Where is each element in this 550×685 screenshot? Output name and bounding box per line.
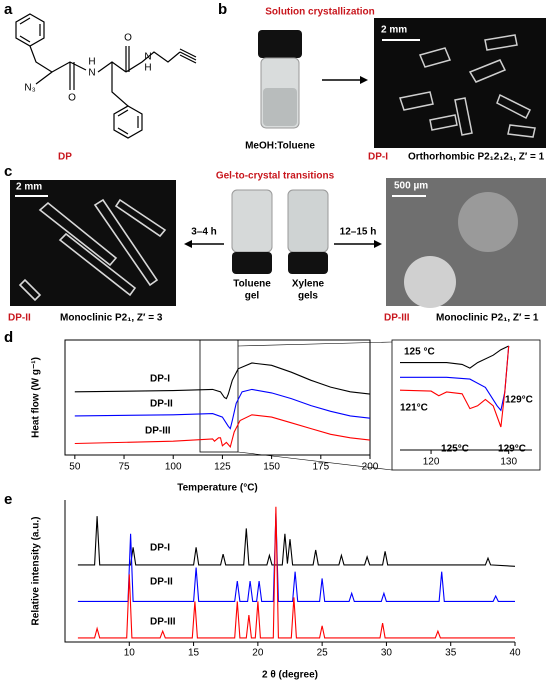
x-axis-label: 2 θ (degree): [262, 670, 318, 681]
series-label: DP-III: [145, 426, 171, 437]
form-label: DP-III: [384, 313, 410, 324]
structure: [15, 13, 197, 139]
x-tick-label: 30: [381, 648, 393, 659]
series-label: DP-III: [150, 617, 176, 628]
highlight-box: [199, 339, 239, 453]
time-label: 3–4 h: [191, 227, 217, 238]
vial-label: Toluene: [233, 279, 271, 290]
panel-title: Gel-to-crystal transitions: [216, 171, 335, 182]
data-line: [77, 506, 515, 639]
vial-label: gel: [245, 291, 260, 302]
form-label: DP-I: [368, 152, 388, 163]
data-line: [74, 362, 371, 400]
y-axis-label: Relative intensity (a.u.): [31, 517, 42, 626]
y-axis-label: Heat flow (W g⁻¹): [31, 357, 42, 438]
connector: [237, 341, 393, 347]
panel-title: Solution crystallization: [265, 7, 374, 18]
x-tick-label: 120: [423, 457, 440, 468]
form-description: Monoclinic P2₁, Z′ = 1: [436, 313, 539, 324]
micrograph: [374, 18, 546, 148]
panel-label: b: [218, 1, 227, 18]
x-tick-label: 75: [118, 462, 130, 473]
x-tick-label: 10: [124, 648, 136, 659]
axes: [64, 500, 515, 643]
micrograph: [10, 180, 176, 306]
atom-label: N: [144, 52, 151, 63]
x-tick-label: 100: [165, 462, 182, 473]
inset-frame: [391, 339, 541, 471]
x-tick-label: 200: [362, 462, 379, 473]
form-description: Monoclinic P2₁, Z′ = 3: [60, 313, 163, 324]
panel-label: a: [4, 1, 13, 18]
panel-label: d: [4, 329, 13, 346]
micrograph: [386, 178, 546, 308]
data-line: [400, 345, 509, 369]
x-tick-label: 20: [252, 648, 264, 659]
annotation: 125°C: [441, 444, 469, 455]
vials: [231, 189, 329, 274]
x-tick-label: 150: [263, 462, 280, 473]
form-label: DP-II: [8, 313, 31, 324]
time-label: 12–15 h: [340, 227, 377, 238]
scale-bar-label: 500 µm: [394, 181, 428, 192]
x-tick-label: 25: [317, 648, 329, 659]
atom-label: N: [88, 68, 95, 79]
x-tick-label: 15: [188, 648, 200, 659]
x-tick-label: 130: [500, 457, 517, 468]
annotation: 121°C: [400, 403, 428, 414]
x-axis-label: Temperature (°C): [177, 483, 258, 494]
form-description: Orthorhombic P2₁2₁2₁, Z′ = 1: [408, 152, 545, 163]
vial-label: gels: [298, 291, 318, 302]
x-tick-label: 40: [509, 648, 521, 659]
scale-bar-label: 2 mm: [16, 182, 42, 193]
x-tick-label: 125: [214, 462, 231, 473]
data-line: [74, 414, 371, 449]
arrow-head: [360, 76, 368, 84]
atom-label: H: [144, 63, 151, 74]
data-line: [77, 513, 515, 602]
atom-label: O: [68, 93, 76, 104]
annotation: 125 °C: [404, 347, 435, 358]
atom-label: O: [124, 33, 132, 44]
panel-label: c: [4, 163, 12, 180]
x-tick-label: 35: [445, 648, 457, 659]
data-line: [399, 345, 510, 428]
atom-label: N₃: [24, 83, 35, 94]
annotation: 129°C: [505, 395, 533, 406]
series-label: DP-II: [150, 577, 173, 588]
atom-label: H: [88, 57, 95, 68]
compound-label: DP: [58, 152, 72, 163]
series-label: DP-I: [150, 374, 170, 385]
series-label: DP-II: [150, 399, 173, 410]
panel-label: e: [4, 491, 12, 508]
data-line: [74, 388, 371, 430]
plot-frame: [64, 339, 371, 456]
scale-bar-label: 2 mm: [381, 25, 407, 36]
vial-label: Xylene: [292, 279, 325, 290]
arrow-head: [374, 240, 382, 248]
series-label: DP-I: [150, 543, 170, 554]
data-line: [77, 516, 516, 567]
vial: [258, 30, 302, 129]
x-tick-label: 50: [69, 462, 81, 473]
annotation: 129°C: [498, 444, 526, 455]
arrow-head: [184, 240, 192, 248]
x-tick-label: 175: [312, 462, 329, 473]
solvent-label: MeOH:Toluene: [245, 141, 315, 152]
